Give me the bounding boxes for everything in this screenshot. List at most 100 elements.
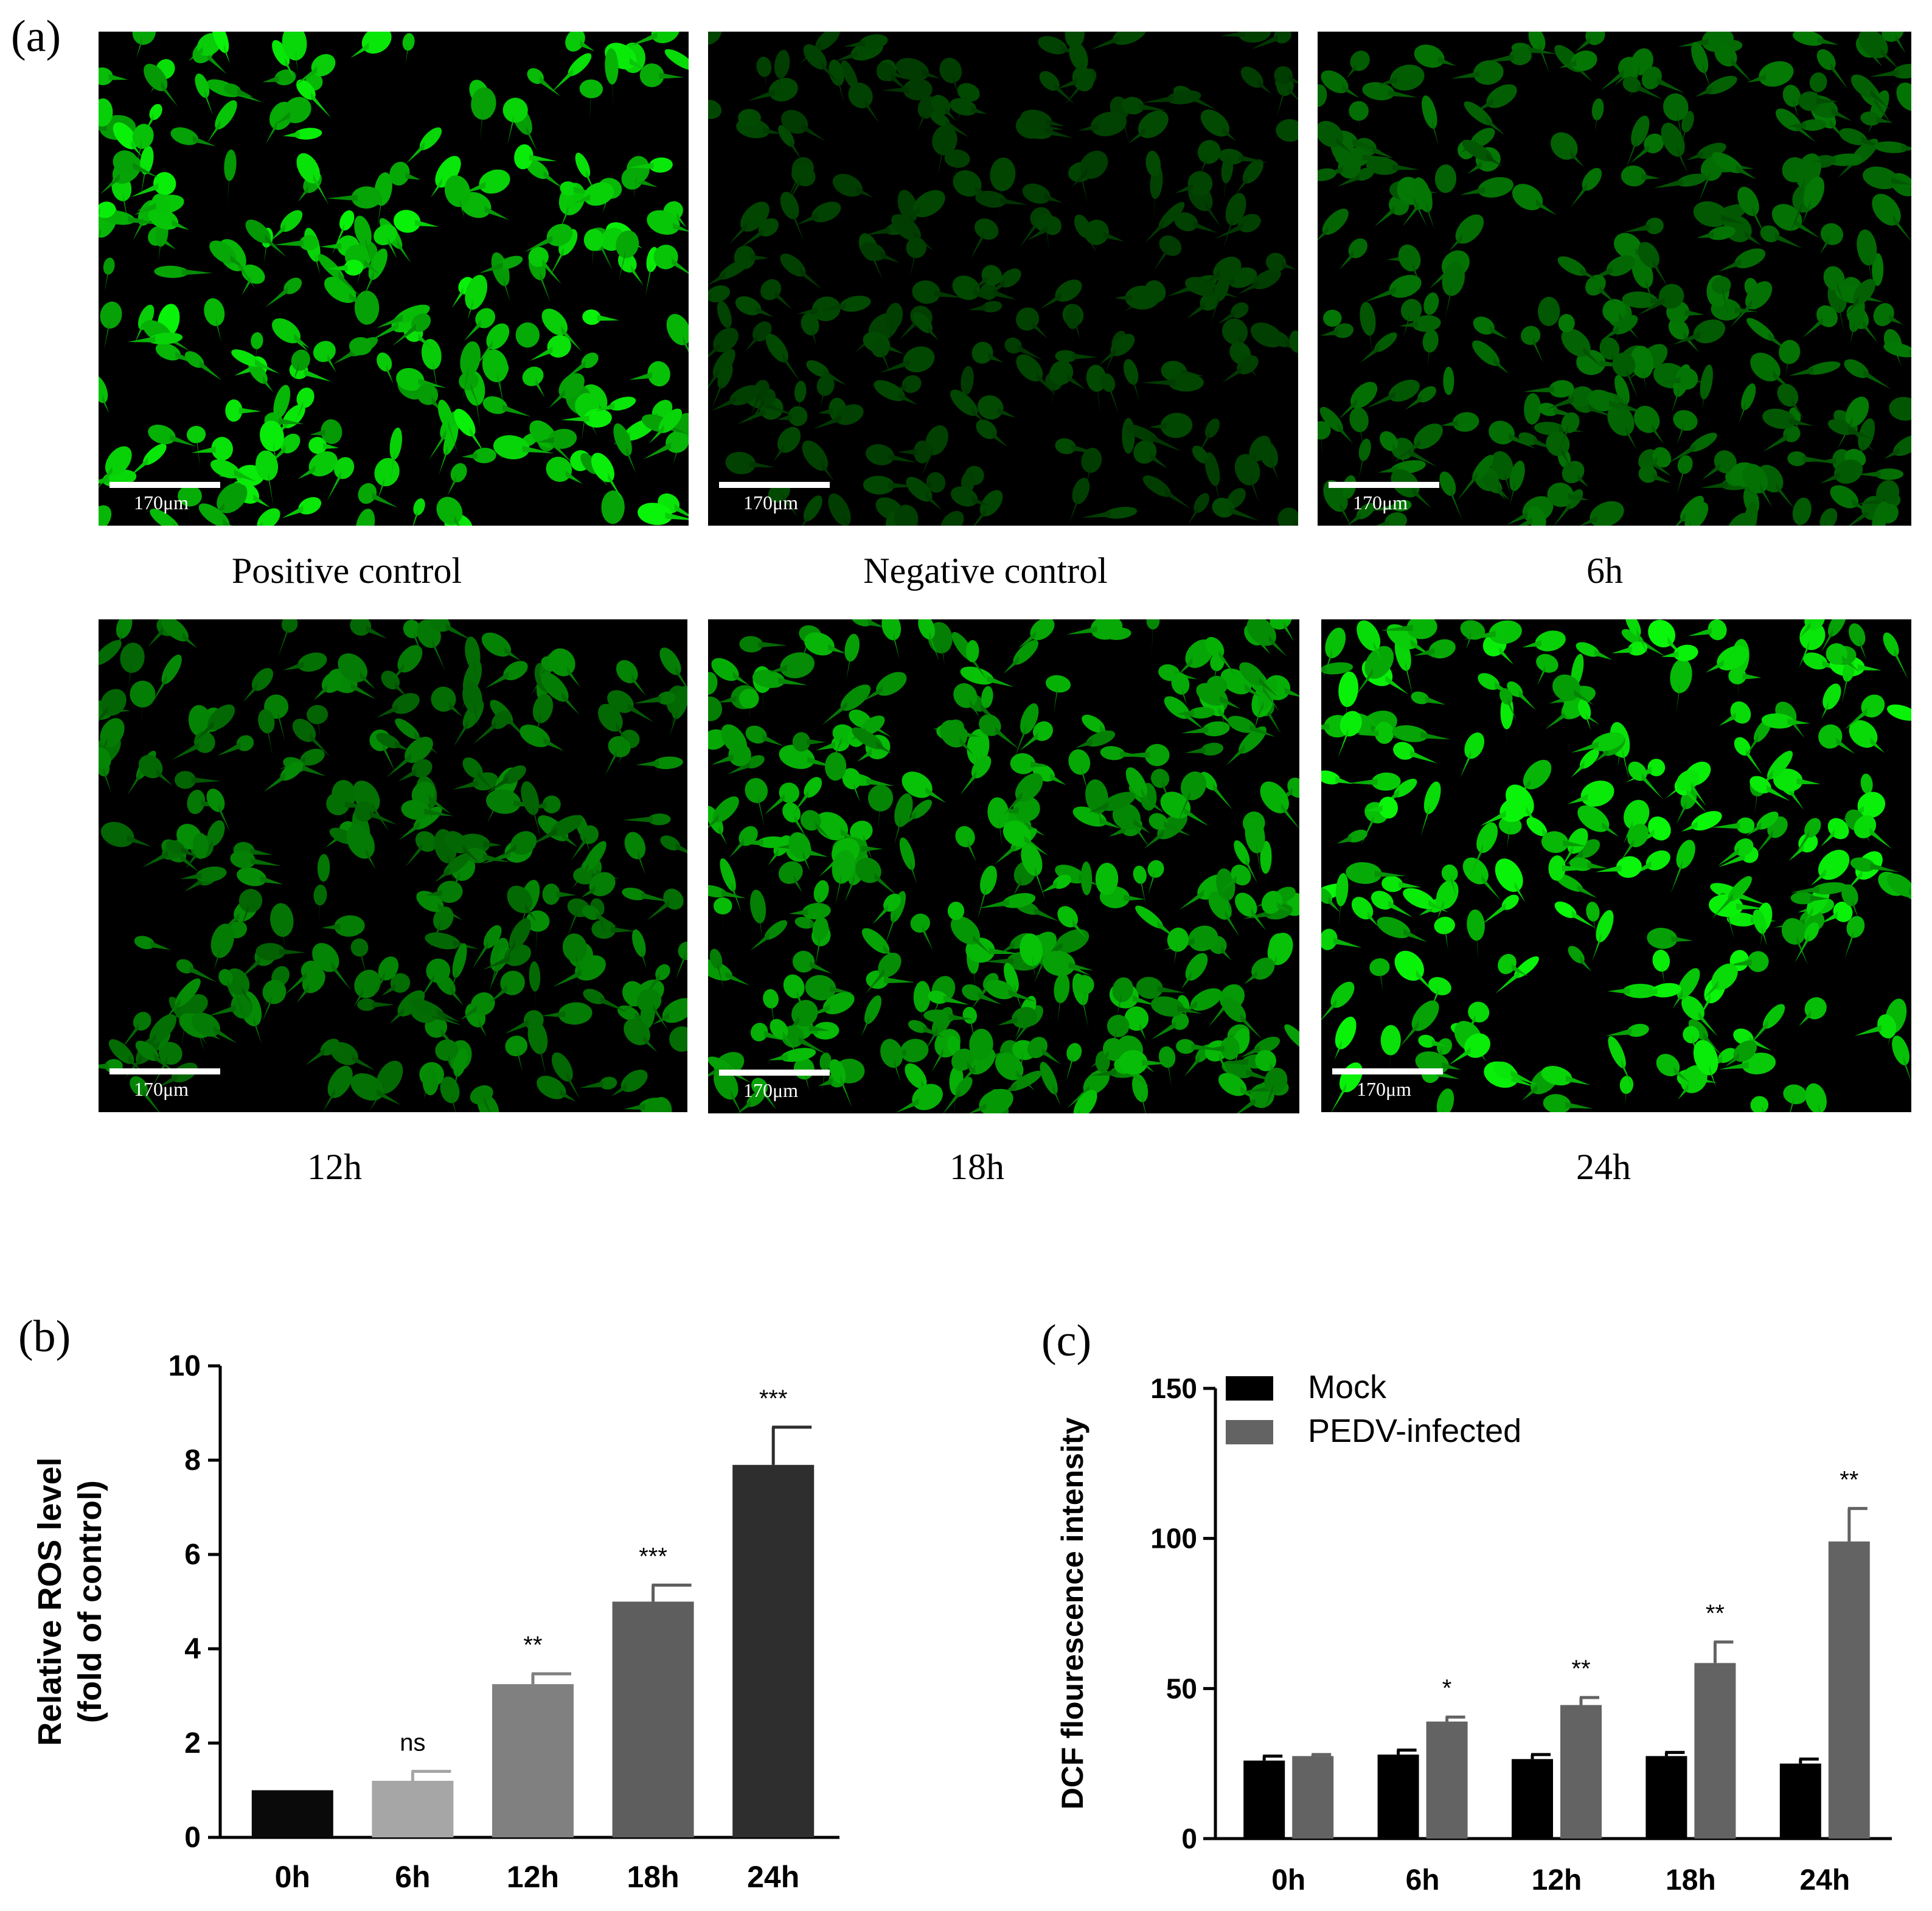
cell: [1792, 497, 1812, 525]
cell: [1221, 155, 1234, 184]
cell: [135, 1040, 159, 1061]
cell-process: [405, 843, 423, 867]
cell-process: [1069, 495, 1079, 524]
cell-process: [1184, 1006, 1189, 1024]
cell-process: [529, 154, 557, 161]
cell-process: [1450, 71, 1480, 79]
cell: [1656, 1054, 1680, 1077]
cell: [1641, 66, 1662, 89]
cell: [1622, 76, 1641, 92]
cell: [1528, 32, 1546, 52]
cell: [1234, 454, 1260, 486]
cell: [334, 915, 365, 937]
cell-process: [777, 69, 781, 94]
cell-process: [1178, 657, 1193, 675]
cell-process: [1466, 632, 1471, 650]
cell-process: [818, 1077, 833, 1087]
cell-process: [227, 172, 230, 206]
cell: [1393, 742, 1415, 760]
cell-process: [731, 882, 742, 913]
cell-process: [499, 844, 516, 857]
cell: [647, 361, 670, 387]
cell-process: [268, 471, 274, 506]
cell: [374, 458, 400, 487]
cell: [1472, 340, 1500, 366]
cell-process: [749, 701, 750, 720]
cell-process: [995, 726, 1020, 750]
cell: [143, 444, 167, 465]
bar-mock: [1645, 1756, 1687, 1839]
micrograph-caption: 12h: [307, 1147, 362, 1187]
cell-process: [777, 414, 793, 420]
cell: [1158, 201, 1185, 229]
cell: [435, 1039, 459, 1061]
cell-process: [807, 739, 826, 745]
cell: [1478, 673, 1499, 690]
cell-process: [1250, 476, 1259, 503]
cell-process: [192, 720, 214, 743]
cell-process: [530, 346, 553, 361]
cell: [1541, 1066, 1572, 1086]
cell: [401, 799, 431, 820]
cell-process: [327, 265, 348, 271]
cell: [413, 498, 425, 516]
cell: [1576, 642, 1600, 657]
cell: [1460, 620, 1485, 640]
cell: [1845, 396, 1869, 427]
cell-process: [1559, 60, 1577, 68]
cell: [541, 672, 569, 702]
cell: [1596, 910, 1614, 942]
cell: [1717, 646, 1749, 670]
cell-process: [1768, 332, 1790, 352]
cell-process: [142, 1088, 160, 1112]
cell: [792, 732, 810, 752]
cell-process: [279, 949, 306, 955]
cell: [1254, 1036, 1280, 1054]
cell: [1065, 32, 1085, 49]
cell: [537, 1076, 566, 1099]
x-tick-label: 0h: [275, 1860, 310, 1894]
cell: [976, 419, 997, 439]
cell-process: [1091, 35, 1120, 50]
cell-process: [1625, 425, 1637, 450]
cell: [1237, 214, 1261, 232]
cell-process: [285, 57, 296, 80]
cell-process: [1219, 1053, 1229, 1076]
cell-process: [1565, 1075, 1590, 1085]
cell-process: [977, 885, 986, 921]
cell: [980, 865, 997, 895]
cell: [1082, 714, 1105, 733]
cell: [470, 1085, 493, 1105]
cell-process: [1811, 157, 1836, 164]
cell-process: [273, 419, 288, 439]
cell: [829, 59, 844, 86]
cell-process: [431, 396, 448, 420]
cell: [930, 111, 950, 127]
cell: [134, 936, 155, 950]
cell-process: [99, 466, 113, 488]
cell-process: [296, 50, 298, 73]
cell: [1742, 464, 1768, 493]
cell: [465, 274, 488, 310]
cell: [1893, 434, 1911, 456]
cell: [1030, 619, 1055, 641]
cell-process: [1244, 683, 1263, 698]
cell: [1676, 770, 1700, 791]
cell-process: [1791, 398, 1804, 420]
cell: [1803, 176, 1825, 209]
cell: [1132, 1074, 1148, 1102]
cell: [1691, 810, 1722, 831]
cell-process: [447, 475, 456, 496]
cell-process: [1380, 625, 1413, 631]
cell-process: [1024, 835, 1049, 856]
cell: [1347, 829, 1367, 843]
cell: [1073, 975, 1094, 995]
cell-process: [1831, 108, 1852, 121]
cell-process: [1762, 433, 1788, 452]
cell: [1197, 140, 1221, 164]
cell-process: [1580, 956, 1592, 972]
cell: [950, 98, 977, 116]
cell: [1509, 47, 1532, 66]
cell-process: [1249, 724, 1276, 737]
cell-process: [1392, 443, 1408, 467]
